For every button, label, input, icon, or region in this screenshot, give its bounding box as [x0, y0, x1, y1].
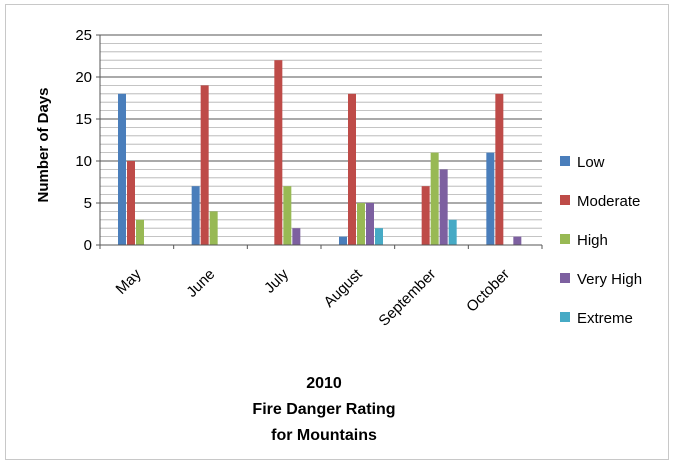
y-tick-label: 5: [84, 195, 92, 212]
legend-swatch-moderate: [560, 195, 570, 205]
bar-extreme-september: [448, 219, 457, 245]
bar-very-high-july: [292, 228, 301, 245]
bar-low-august: [339, 236, 347, 245]
bar-moderate-october: [495, 93, 504, 245]
bar-high-may: [136, 219, 144, 245]
legend-swatch-high: [560, 234, 570, 244]
bar-moderate-may: [127, 161, 135, 245]
y-tick-label: 0: [84, 237, 92, 254]
bar-high-august: [357, 203, 365, 245]
legend-swatch-very-high: [560, 273, 570, 283]
chart-title-line-1: 2010: [306, 375, 342, 392]
grid: [96, 34, 542, 246]
y-tick-label: 20: [75, 69, 92, 86]
legend-label-high: High: [577, 232, 608, 249]
bars: [118, 60, 522, 246]
legend: Low Moderate High Very High Extreme: [560, 154, 642, 327]
bar-moderate-june: [200, 85, 209, 246]
x-tick-label: October: [463, 266, 513, 316]
chart-title-line-2: Fire Danger Rating: [252, 401, 395, 418]
bar-high-july: [283, 186, 292, 245]
axes: 0 5 10 15 20 25 May June July August September Octo…: [75, 27, 543, 330]
chart-title-line-3: for Mountains: [271, 427, 377, 444]
x-tick-label: May: [113, 265, 145, 297]
legend-label-extreme: Extreme: [577, 310, 633, 327]
y-tick-label: 10: [75, 153, 92, 170]
x-tick-label: June: [183, 266, 218, 301]
y-tick-label: 15: [75, 111, 92, 128]
bar-high-june: [209, 211, 218, 245]
bar-very-high-august: [366, 203, 374, 245]
x-tick-label: August: [321, 265, 367, 311]
x-tick-label: July: [261, 265, 292, 296]
bar-high-september: [430, 152, 439, 245]
bar-very-high-october: [513, 236, 522, 245]
bar-moderate-july: [274, 60, 283, 246]
bar-moderate-september: [421, 186, 430, 245]
bar-very-high-september: [439, 169, 448, 245]
bar-low-may: [118, 93, 126, 245]
bar-moderate-august: [348, 93, 356, 245]
bar-extreme-august: [375, 228, 383, 245]
bar-low-june: [191, 186, 200, 245]
y-axis-label: Number of Days: [35, 87, 52, 202]
x-tick-label: September: [375, 266, 439, 330]
bar-low-october: [486, 152, 495, 245]
legend-swatch-extreme: [560, 312, 570, 322]
legend-swatch-low: [560, 156, 570, 166]
y-tick-label: 25: [75, 27, 92, 44]
legend-label-very-high: Very High: [577, 271, 642, 288]
chart-area: [5, 4, 669, 460]
legend-label-low: Low: [577, 154, 605, 171]
legend-label-moderate: Moderate: [577, 193, 640, 210]
